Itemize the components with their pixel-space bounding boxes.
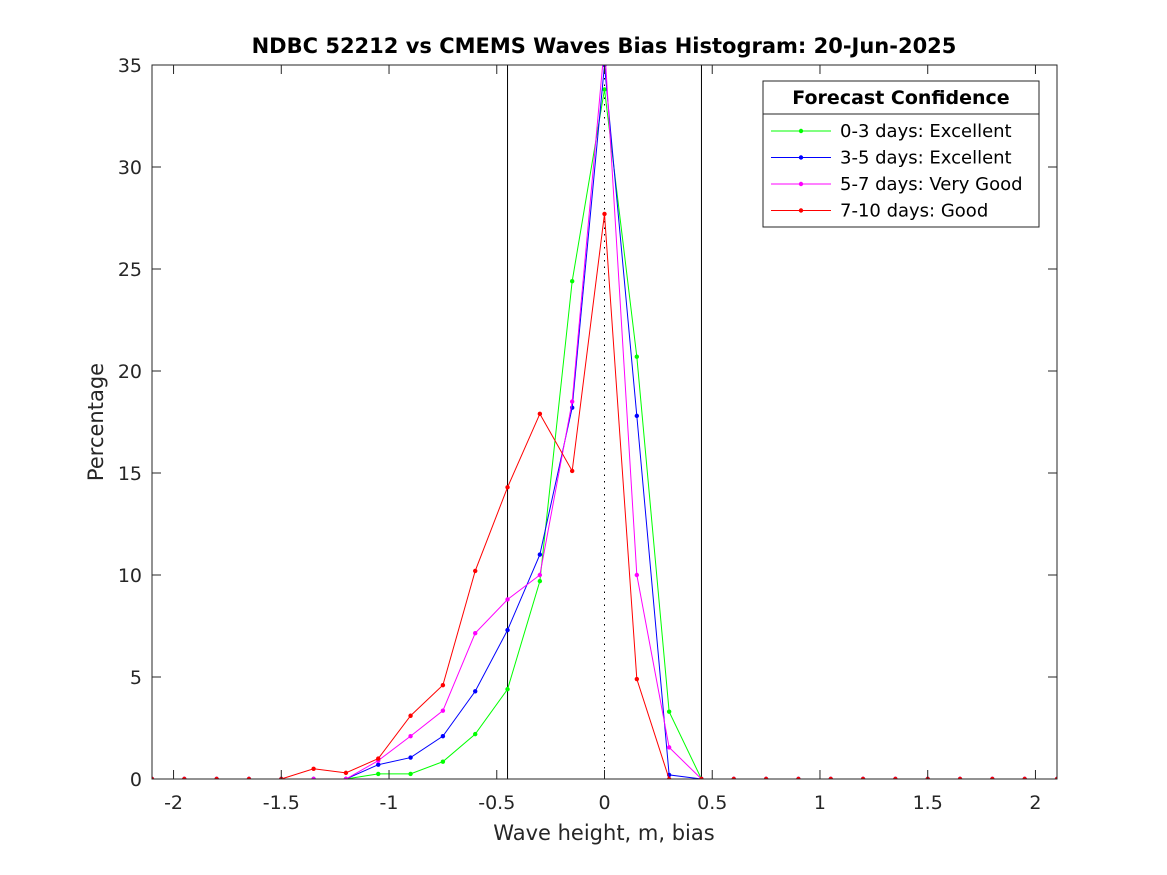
x-tick-label: -0.5 xyxy=(478,792,515,814)
series-layer xyxy=(152,65,1057,779)
legend-label: 7-10 days: Good xyxy=(840,201,988,222)
legend-label: 0-3 days: Excellent xyxy=(840,121,1012,142)
y-tick-label: 15 xyxy=(118,463,142,485)
data-point xyxy=(860,776,866,779)
data-point xyxy=(634,354,640,359)
x-tick-label: -1.5 xyxy=(263,792,300,814)
data-point xyxy=(569,468,575,474)
y-axis-ticks: 0 5 10 15 20 25 30 35 xyxy=(118,55,1057,791)
legend-label: 3-5 days: Excellent xyxy=(840,148,1012,169)
legend-swatch-marker xyxy=(798,128,804,134)
legend-label: 5-7 days: Very Good xyxy=(840,174,1023,195)
data-point xyxy=(408,713,413,718)
data-point xyxy=(505,485,510,490)
legend-title: Forecast Confidence xyxy=(792,87,1009,109)
data-point xyxy=(666,745,672,750)
data-point xyxy=(666,709,672,714)
data-point xyxy=(376,771,381,777)
data-point xyxy=(182,776,187,779)
data-point xyxy=(311,766,316,771)
legend: Forecast Confidence 0-3 days: Excellent 3… xyxy=(762,80,1040,228)
y-tick-label: 10 xyxy=(118,565,142,587)
data-point xyxy=(537,411,543,417)
data-point xyxy=(828,776,833,779)
data-point xyxy=(473,630,478,636)
data-point xyxy=(666,776,672,779)
legend-swatch-marker xyxy=(798,155,804,160)
data-point xyxy=(473,689,478,694)
data-point xyxy=(537,572,543,578)
y-tick-label: 0 xyxy=(130,769,142,791)
data-point xyxy=(440,682,446,688)
data-point xyxy=(537,578,543,584)
legend-entries: 0-3 days: Excellent 3-5 days: Excellent 5-… xyxy=(771,121,1023,222)
x-tick-label: 0 xyxy=(598,792,610,814)
data-point xyxy=(990,776,995,779)
x-tick-label: -1 xyxy=(380,792,399,814)
data-point xyxy=(634,676,640,682)
legend-swatch-marker xyxy=(798,208,804,213)
data-point xyxy=(893,776,898,779)
data-point xyxy=(763,776,769,779)
data-point xyxy=(246,776,252,779)
data-point xyxy=(343,770,349,776)
data-point xyxy=(505,687,510,692)
data-point xyxy=(408,755,413,760)
y-axis-label: Percentage xyxy=(84,363,108,481)
x-tick-label: -2 xyxy=(164,792,183,814)
data-point xyxy=(602,211,607,217)
data-point xyxy=(1022,776,1027,779)
y-tick-label: 25 xyxy=(118,259,142,281)
data-point xyxy=(152,776,155,779)
data-point xyxy=(440,733,446,739)
x-axis-ticks: -2 -1.5 -1 -0.5 0 0.5 1 1.5 2 xyxy=(164,65,1041,814)
legend-box xyxy=(762,80,1040,228)
data-point xyxy=(796,776,801,779)
y-tick-label: 35 xyxy=(118,55,142,77)
y-tick-label: 20 xyxy=(118,361,142,383)
data-point xyxy=(473,731,478,737)
data-point xyxy=(343,776,349,779)
data-point xyxy=(699,776,704,779)
data-point xyxy=(602,87,607,92)
data-point xyxy=(634,572,640,578)
data-point xyxy=(408,771,413,777)
data-point xyxy=(376,762,381,767)
data-point xyxy=(376,756,381,761)
x-tick-label: 1 xyxy=(814,792,826,814)
data-point xyxy=(214,776,219,779)
x-tick-label: 1.5 xyxy=(913,792,943,814)
data-point xyxy=(440,708,446,713)
legend-swatch-marker xyxy=(798,181,804,187)
reference-lines xyxy=(507,65,702,779)
y-tick-label: 30 xyxy=(118,157,142,179)
data-point xyxy=(311,776,316,779)
data-point xyxy=(505,597,510,602)
data-point xyxy=(440,759,446,764)
x-tick-label: 2 xyxy=(1029,792,1041,814)
x-tick-label: 0.5 xyxy=(697,792,727,814)
y-tick-label: 5 xyxy=(130,667,142,689)
data-point xyxy=(957,776,963,779)
data-point xyxy=(569,399,575,404)
chart-title: NDBC 52212 vs CMEMS Waves Bias Histogram… xyxy=(252,34,957,58)
data-point xyxy=(505,627,510,633)
data-point xyxy=(537,552,543,557)
data-point xyxy=(731,776,736,779)
x-axis-label: Wave height, m, bias xyxy=(493,821,714,845)
data-point xyxy=(473,568,478,574)
data-point xyxy=(634,413,640,419)
data-point xyxy=(408,733,413,739)
data-point xyxy=(569,279,575,284)
data-point xyxy=(1054,776,1057,779)
